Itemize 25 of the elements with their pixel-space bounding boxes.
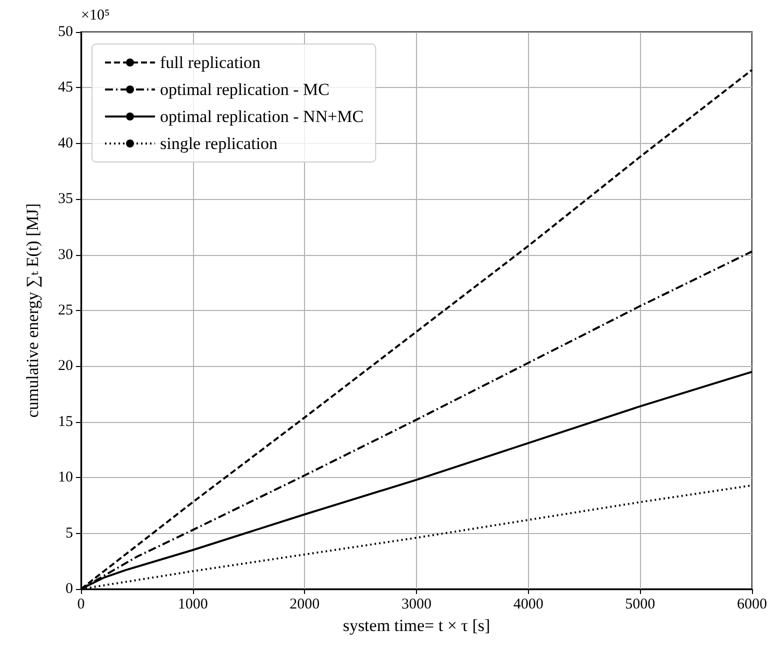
y-tick-label: 5 xyxy=(66,525,73,542)
x-tick-label: 5000 xyxy=(625,596,656,612)
legend-label: full replication xyxy=(160,53,262,72)
x-tick-label: 0 xyxy=(77,596,85,612)
legend-label: optimal replication - NN+MC xyxy=(160,107,364,126)
x-tick-label: 4000 xyxy=(513,596,544,612)
text: ×10⁵ xyxy=(81,8,110,24)
y-tick-label: 50 xyxy=(58,24,73,40)
legend-label: single replication xyxy=(160,134,278,153)
y-tick-label: 10 xyxy=(58,470,73,486)
x-tick-label: 1000 xyxy=(178,596,208,612)
y-tick-label: 40 xyxy=(58,135,73,152)
y-tick-label: 20 xyxy=(58,358,73,374)
y-tick-label: 0 xyxy=(66,581,73,597)
y-tick-label: 25 xyxy=(58,302,73,318)
y-axis-title: cumulative energy ∑ₜ E(t) [MJ] xyxy=(23,203,42,418)
x-tick-label: 3000 xyxy=(402,596,432,612)
x-tick-label: 2000 xyxy=(290,596,320,612)
x-axis-title: system time= t × τ [s] xyxy=(342,616,490,635)
x-tick-label: 6000 xyxy=(737,596,767,612)
legend-label: optimal replication - MC xyxy=(160,80,330,99)
y-tick-label: 45 xyxy=(58,80,73,96)
y-tick-label: 15 xyxy=(58,414,73,430)
y-tick-label: 35 xyxy=(58,191,73,208)
y-tick-label: 30 xyxy=(58,246,73,263)
